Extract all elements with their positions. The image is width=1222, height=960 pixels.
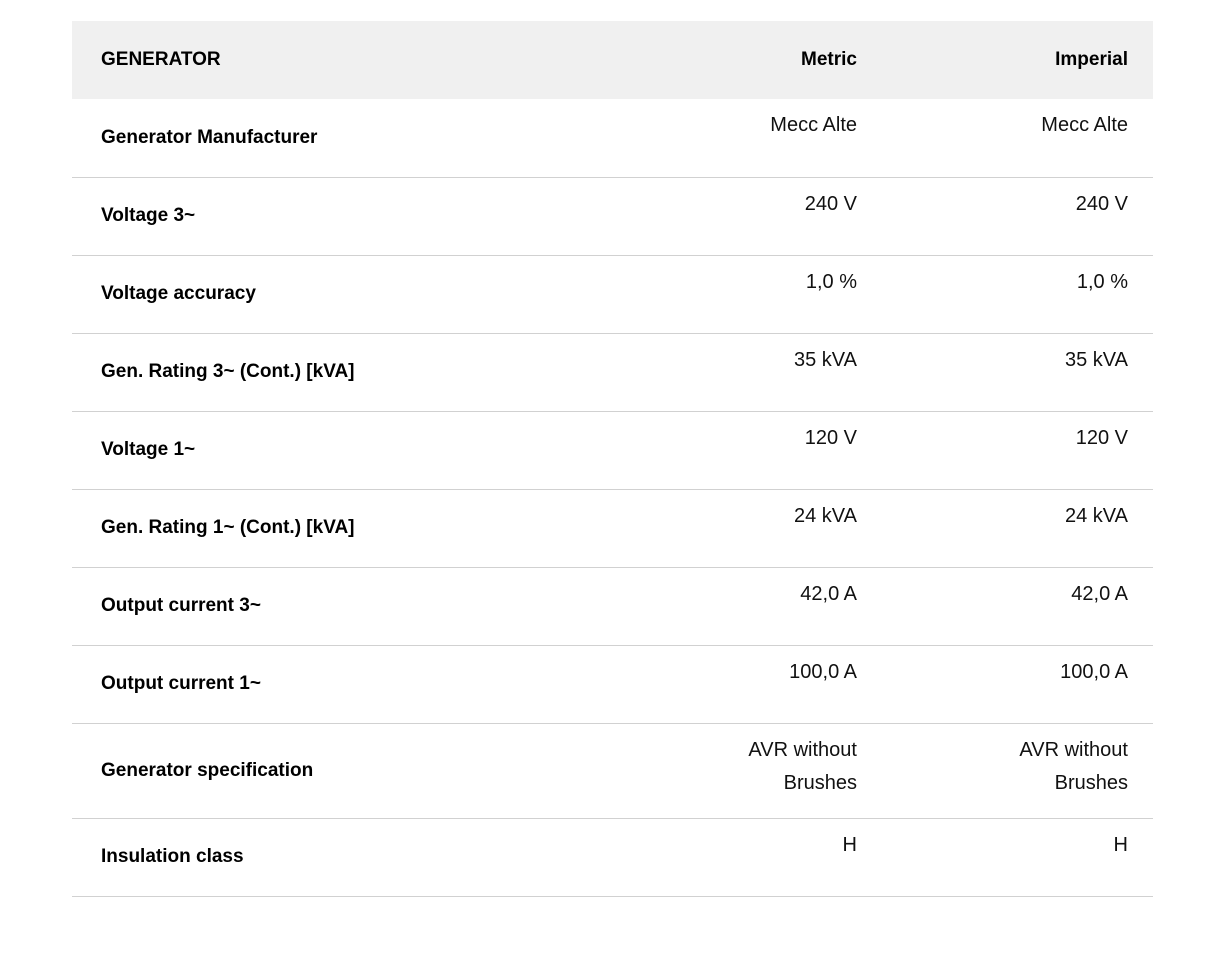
row-metric-value: AVR without Brushes (748, 738, 857, 794)
row-imperial-value: H (1113, 833, 1128, 856)
spec-table-header: GENERATOR Metric Imperial (72, 21, 1153, 99)
row-metric-value: H (842, 833, 857, 856)
table-row: Output current 1~ 100,0 A 100,0 A (72, 645, 1153, 723)
table-row: Voltage accuracy 1,0 % 1,0 % (72, 255, 1153, 333)
table-body: Generator Manufacturer Mecc Alte Mecc Al… (72, 99, 1153, 896)
row-metric-value: 1,0 % (805, 270, 857, 293)
table-row: Voltage 1~ 120 V 120 V (72, 411, 1153, 489)
header-row: GENERATOR Metric Imperial (72, 21, 1153, 99)
page: GENERATOR Metric Imperial Generator Manu… (72, 21, 1153, 897)
row-label: Generator specification (101, 759, 314, 781)
header-cell-imperial: Imperial (1055, 49, 1128, 70)
row-imperial-value: 42,0 A (1071, 582, 1128, 605)
table-row: Generator Manufacturer Mecc Alte Mecc Al… (72, 99, 1153, 177)
row-metric-value: 24 kVA (794, 504, 857, 527)
row-label: Voltage accuracy (101, 283, 256, 304)
table-row: Insulation class H H (72, 818, 1153, 896)
generator-spec-table: GENERATOR Metric Imperial Generator Manu… (72, 21, 1153, 897)
row-metric-value: Mecc Alte (770, 114, 857, 136)
row-imperial-value: 100,0 A (1060, 660, 1128, 683)
row-imperial-value: 1,0 % (1076, 270, 1128, 293)
row-metric-value: 240 V (804, 192, 857, 215)
row-metric-value: 42,0 A (800, 582, 857, 605)
row-label: Output current 1~ (101, 673, 261, 694)
row-label: Output current 3~ (101, 595, 261, 616)
row-imperial-value: 120 V (1075, 426, 1128, 449)
row-label: Insulation class (101, 846, 244, 867)
table-row: Output current 3~ 42,0 A 42,0 A (72, 567, 1153, 645)
row-imperial-value: 240 V (1075, 192, 1128, 215)
row-metric-value: 35 kVA (794, 348, 857, 371)
row-imperial-value: 24 kVA (1065, 504, 1128, 527)
table-row: Gen. Rating 3~ (Cont.) [kVA] 35 kVA 35 k… (72, 333, 1153, 411)
table-row: Voltage 3~ 240 V 240 V (72, 177, 1153, 255)
table-row: Gen. Rating 1~ (Cont.) [kVA] 24 kVA 24 k… (72, 489, 1153, 567)
row-imperial-value: AVR without Brushes (1019, 738, 1128, 794)
header-cell-metric: Metric (801, 49, 857, 70)
row-metric-value: 120 V (804, 426, 857, 449)
row-label: Voltage 1~ (101, 439, 196, 460)
row-label: Voltage 3~ (101, 205, 196, 226)
row-label: Generator Manufacturer (101, 126, 318, 148)
table-row: Generator specification AVR without Brus… (72, 723, 1153, 818)
row-label: Gen. Rating 3~ (Cont.) [kVA] (101, 361, 355, 382)
row-imperial-value: Mecc Alte (1041, 114, 1128, 136)
row-metric-value: 100,0 A (789, 660, 857, 683)
row-imperial-value: 35 kVA (1065, 348, 1128, 371)
row-label: Gen. Rating 1~ (Cont.) [kVA] (101, 517, 355, 538)
header-cell-generator: GENERATOR (101, 49, 221, 70)
